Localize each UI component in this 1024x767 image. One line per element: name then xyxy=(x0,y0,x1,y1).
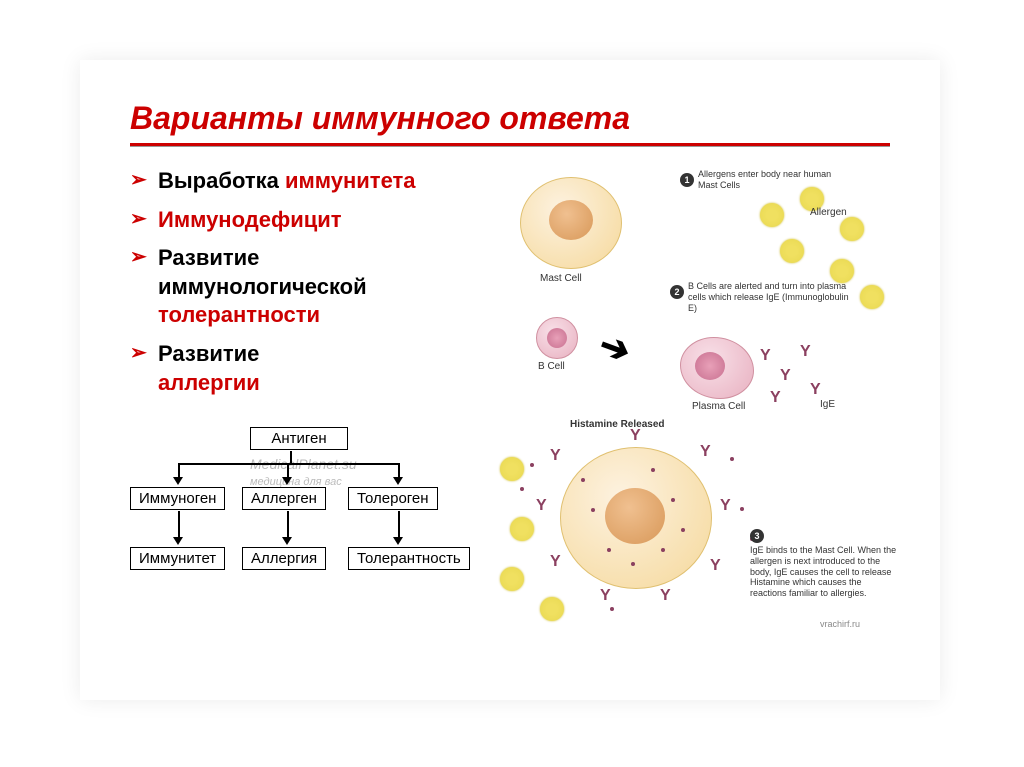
bullet-3: Развитие иммунологической толерантности xyxy=(130,244,470,330)
watermark: MedicalPlanet.su медицина для вас xyxy=(250,457,357,488)
fc-allergen: Аллерген xyxy=(242,487,326,510)
step2-marker: 2 xyxy=(670,285,684,299)
cell-diagram: 1 Allergens enter body near human Mast C… xyxy=(500,167,900,647)
plasma-label: Plasma Cell xyxy=(692,401,745,413)
mast-label: Mast Cell xyxy=(540,273,582,285)
allergen-icon xyxy=(510,517,534,541)
step1-marker: 1 xyxy=(680,173,694,187)
credit-text: vrachirf.ru xyxy=(820,619,860,629)
slide: Варианты иммунного ответа Выработка имму… xyxy=(80,60,940,700)
allergen-icon xyxy=(780,239,804,263)
allergen-icon xyxy=(830,259,854,283)
bullet-list: Выработка иммунитета Иммунодефицит Разви… xyxy=(130,167,470,397)
ige-icon xyxy=(760,347,774,361)
allergen-icon xyxy=(760,203,784,227)
step3-text: IgE binds to the Mast Cell. When the all… xyxy=(750,545,900,599)
allergen-icon xyxy=(860,285,884,309)
ige-icon xyxy=(800,343,814,357)
plasma-cell-icon xyxy=(680,337,754,399)
fc-allergy: Аллергия xyxy=(242,547,326,570)
bullet-text: Выработка xyxy=(158,168,285,193)
ige-icon xyxy=(710,557,724,571)
ige-icon xyxy=(780,367,794,381)
left-column: Выработка иммунитета Иммунодефицит Разви… xyxy=(130,167,470,647)
ige-icon xyxy=(550,447,564,461)
bullet-text: толерантности xyxy=(158,302,320,327)
ige-icon xyxy=(810,381,824,395)
bullet-text: Развитие xyxy=(158,341,259,366)
allergen-icon xyxy=(840,217,864,241)
histamine-label: Histamine Released xyxy=(570,419,665,431)
ige-icon xyxy=(536,497,550,511)
step3-marker: 3 xyxy=(750,529,764,543)
bullet-text: Иммунодефицит xyxy=(158,207,342,232)
b-cell-icon xyxy=(536,317,578,359)
antigen-flowchart: MedicalPlanet.su медицина для вас Антиге… xyxy=(130,427,470,597)
title-underline xyxy=(130,143,890,147)
slide-title: Варианты иммунного ответа xyxy=(130,100,890,137)
fc-immunity: Иммунитет xyxy=(130,547,225,570)
ige-icon xyxy=(770,389,784,403)
bullet-2: Иммунодефицит xyxy=(130,206,470,235)
bullet-1: Выработка иммунитета xyxy=(130,167,470,196)
fc-immunogen: Иммуноген xyxy=(130,487,225,510)
fc-tolerogen: Толероген xyxy=(348,487,438,510)
bullet-text: иммунитета xyxy=(285,168,416,193)
step2-text: B Cells are alerted and turn into plasma… xyxy=(688,281,858,313)
bcell-label: B Cell xyxy=(538,361,565,373)
bullet-text: Развитие xyxy=(158,245,259,270)
bullet-4: Развитие аллергии xyxy=(130,340,470,397)
allergen-icon xyxy=(500,567,524,591)
ige-icon xyxy=(660,587,674,601)
ige-icon xyxy=(630,427,644,441)
right-column: 1 Allergens enter body near human Mast C… xyxy=(500,167,900,647)
ige-icon xyxy=(600,587,614,601)
ige-label: IgE xyxy=(820,399,835,411)
allergen-icon xyxy=(500,457,524,481)
allergen-icon xyxy=(540,597,564,621)
ige-icon xyxy=(720,497,734,511)
ige-icon xyxy=(700,443,714,457)
arrow-icon: ➔ xyxy=(594,323,637,373)
ige-icon xyxy=(550,553,564,567)
mast-cell-icon xyxy=(520,177,622,269)
fc-antigen: Антиген xyxy=(250,427,348,450)
allergen-label: Allergen xyxy=(810,207,847,219)
content-row: Выработка иммунитета Иммунодефицит Разви… xyxy=(130,167,890,647)
mast-cell-large-icon xyxy=(560,447,712,589)
fc-tolerance: Толерантность xyxy=(348,547,470,570)
bullet-text: иммунологической xyxy=(158,274,367,299)
bullet-text: аллергии xyxy=(158,370,260,395)
